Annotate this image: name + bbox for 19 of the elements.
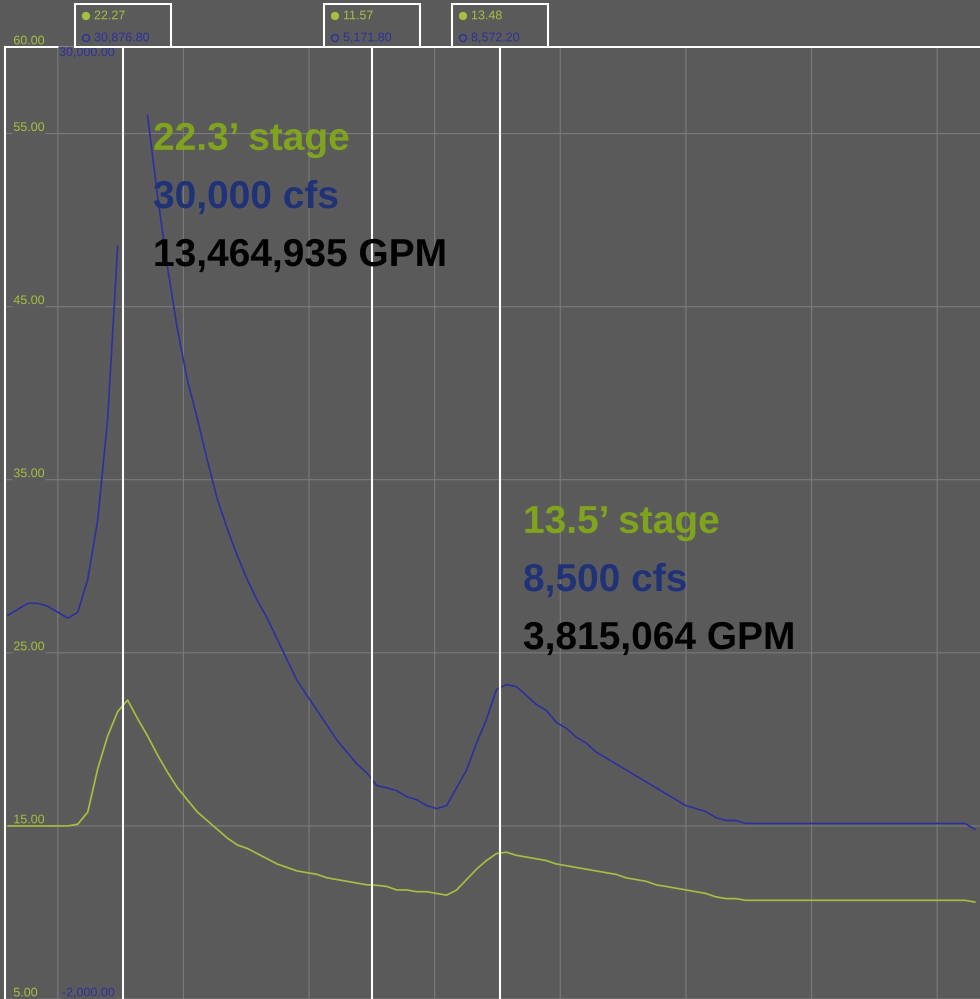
y-tick-label: 55.00 (14, 122, 44, 132)
y-tick-label: 35.00 (14, 468, 44, 478)
y-tick-label: 25.00 (14, 641, 44, 650)
annotation: 13.5’ stage (525, 506, 718, 542)
y2-tick-label: -2,000.00 (62, 988, 114, 998)
y-tick-label: 60.00 (14, 36, 44, 45)
y-tick-label: 15.00 (14, 814, 44, 824)
y2-tick-label: 30,000.00 (60, 47, 114, 58)
annotation: 22.3’ stage (154, 122, 348, 158)
y-tick-label: 5.00 (14, 988, 38, 997)
text: 8,572.20 (472, 32, 520, 43)
text: 30,876.80 (94, 32, 150, 43)
text: 5,171.80 (344, 32, 392, 43)
text: 11.57 (344, 10, 373, 20)
annotation: 8,500 cfs (524, 562, 686, 598)
text: 22.27 (94, 10, 125, 20)
y-tick-label: 45.00 (14, 295, 44, 304)
annotation: 3,815,064 GPM (524, 622, 793, 656)
text: 13.48 (472, 10, 502, 20)
